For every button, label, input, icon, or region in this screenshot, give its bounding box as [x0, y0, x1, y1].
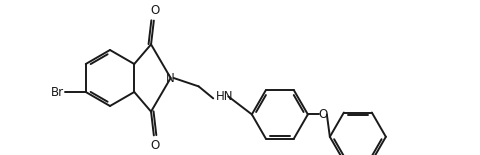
Text: O: O — [318, 108, 327, 121]
Text: Br: Br — [51, 86, 64, 98]
Text: HN: HN — [216, 90, 233, 103]
Text: N: N — [166, 71, 175, 84]
Text: O: O — [150, 4, 159, 17]
Text: O: O — [150, 139, 159, 152]
